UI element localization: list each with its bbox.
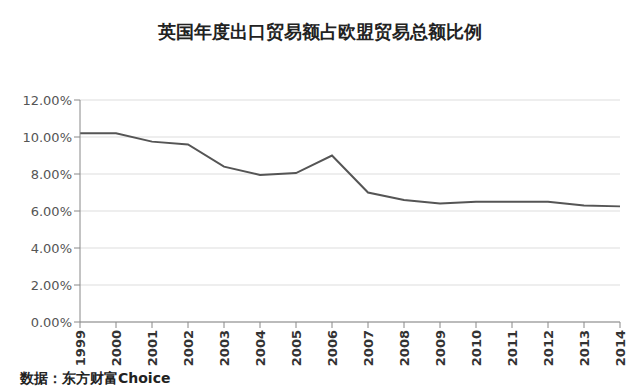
svg-text:2014: 2014 xyxy=(613,330,628,366)
svg-text:2003: 2003 xyxy=(217,330,232,366)
svg-text:2002: 2002 xyxy=(181,330,196,366)
svg-text:2006: 2006 xyxy=(325,330,340,366)
svg-text:2007: 2007 xyxy=(361,330,376,366)
svg-text:8.00%: 8.00% xyxy=(31,167,72,182)
svg-text:1999: 1999 xyxy=(73,330,88,366)
svg-text:0.00%: 0.00% xyxy=(31,315,72,330)
svg-text:10.00%: 10.00% xyxy=(22,130,72,145)
svg-text:2013: 2013 xyxy=(577,330,592,366)
svg-text:2004: 2004 xyxy=(253,330,268,366)
svg-text:2.00%: 2.00% xyxy=(31,278,72,293)
svg-text:12.00%: 12.00% xyxy=(22,93,72,108)
html-text:英国年度出口贸易额占欧盟贸易总额比例: 英国年度出口贸易额占欧盟贸易总额比例 xyxy=(158,21,482,42)
svg-text:2011: 2011 xyxy=(505,330,520,366)
html-text:数据：东方财富Choice: 数据：东方财富Choice xyxy=(20,370,171,386)
svg-text:2008: 2008 xyxy=(397,330,412,366)
svg-text:4.00%: 4.00% xyxy=(31,241,72,256)
svg-text:2001: 2001 xyxy=(145,330,160,366)
svg-text:2005: 2005 xyxy=(289,330,304,366)
svg-text:2012: 2012 xyxy=(541,330,556,366)
svg-text:2000: 2000 xyxy=(109,330,124,366)
svg-text:6.00%: 6.00% xyxy=(31,204,72,219)
svg-text:2009: 2009 xyxy=(433,330,448,366)
svg-text:2010: 2010 xyxy=(469,330,484,366)
